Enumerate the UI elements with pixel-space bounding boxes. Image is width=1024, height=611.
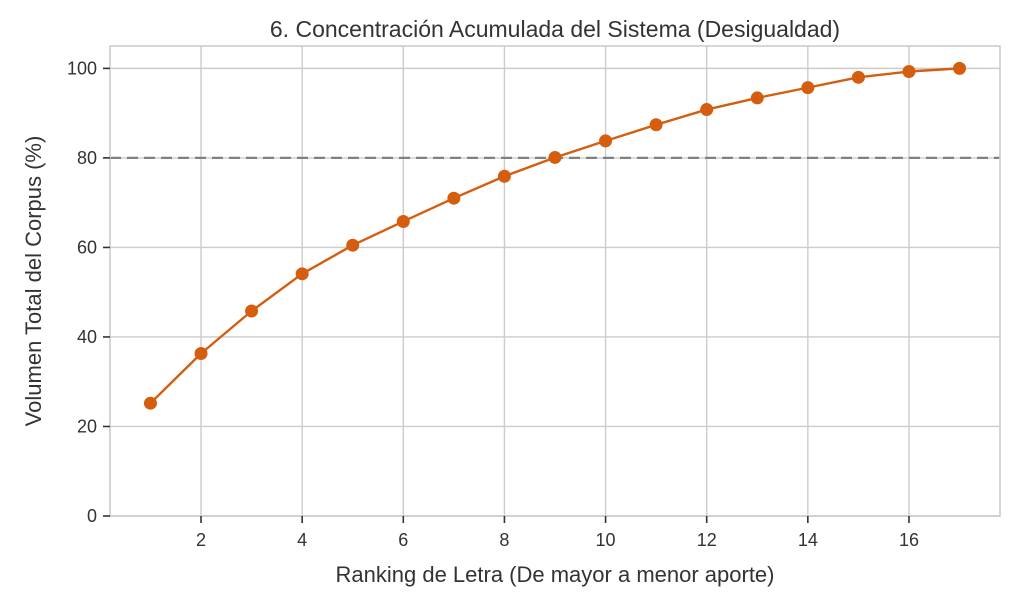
data-point <box>447 191 461 205</box>
y-tick-label: 40 <box>77 327 97 347</box>
x-tick-label: 14 <box>798 530 818 550</box>
x-axis-label: Ranking de Letra (De mayor a menor aport… <box>336 562 775 587</box>
x-tick-label: 6 <box>398 530 408 550</box>
y-axis-label: Volumen Total del Corpus (%) <box>21 136 46 427</box>
data-point <box>953 61 967 75</box>
data-point <box>599 134 613 148</box>
data-point <box>750 91 764 105</box>
data-point <box>497 169 511 183</box>
data-point <box>700 103 714 117</box>
data-point <box>346 238 360 252</box>
x-tick-label: 12 <box>697 530 717 550</box>
y-tick-label: 80 <box>77 148 97 168</box>
grid <box>110 46 1000 517</box>
y-tick-label: 60 <box>77 237 97 257</box>
data-point <box>649 118 663 132</box>
y-tick-label: 100 <box>67 58 97 78</box>
x-tick-label: 10 <box>596 530 616 550</box>
data-point <box>194 347 208 361</box>
series-layer <box>143 61 967 410</box>
x-tick-label: 16 <box>899 530 919 550</box>
series-line <box>149 67 960 405</box>
y-tick-label: 20 <box>77 416 97 436</box>
chart-title: 6. Concentración Acumulada del Sistema (… <box>270 16 840 42</box>
y-tick-label: 0 <box>87 506 97 526</box>
x-tick-label: 2 <box>196 530 206 550</box>
data-point <box>548 150 562 164</box>
data-point <box>396 214 410 228</box>
x-tick-label: 4 <box>297 530 307 550</box>
data-point <box>902 65 916 79</box>
axis-ticks: 2 4 6 8 10 12 14 16 0 20 40 60 80 100 <box>67 58 919 550</box>
data-point <box>245 304 259 318</box>
x-tick-label: 8 <box>499 530 509 550</box>
data-point <box>851 70 865 84</box>
data-point <box>143 396 157 410</box>
plot-frame <box>109 45 1001 517</box>
data-point <box>295 267 309 281</box>
data-point <box>801 81 815 95</box>
